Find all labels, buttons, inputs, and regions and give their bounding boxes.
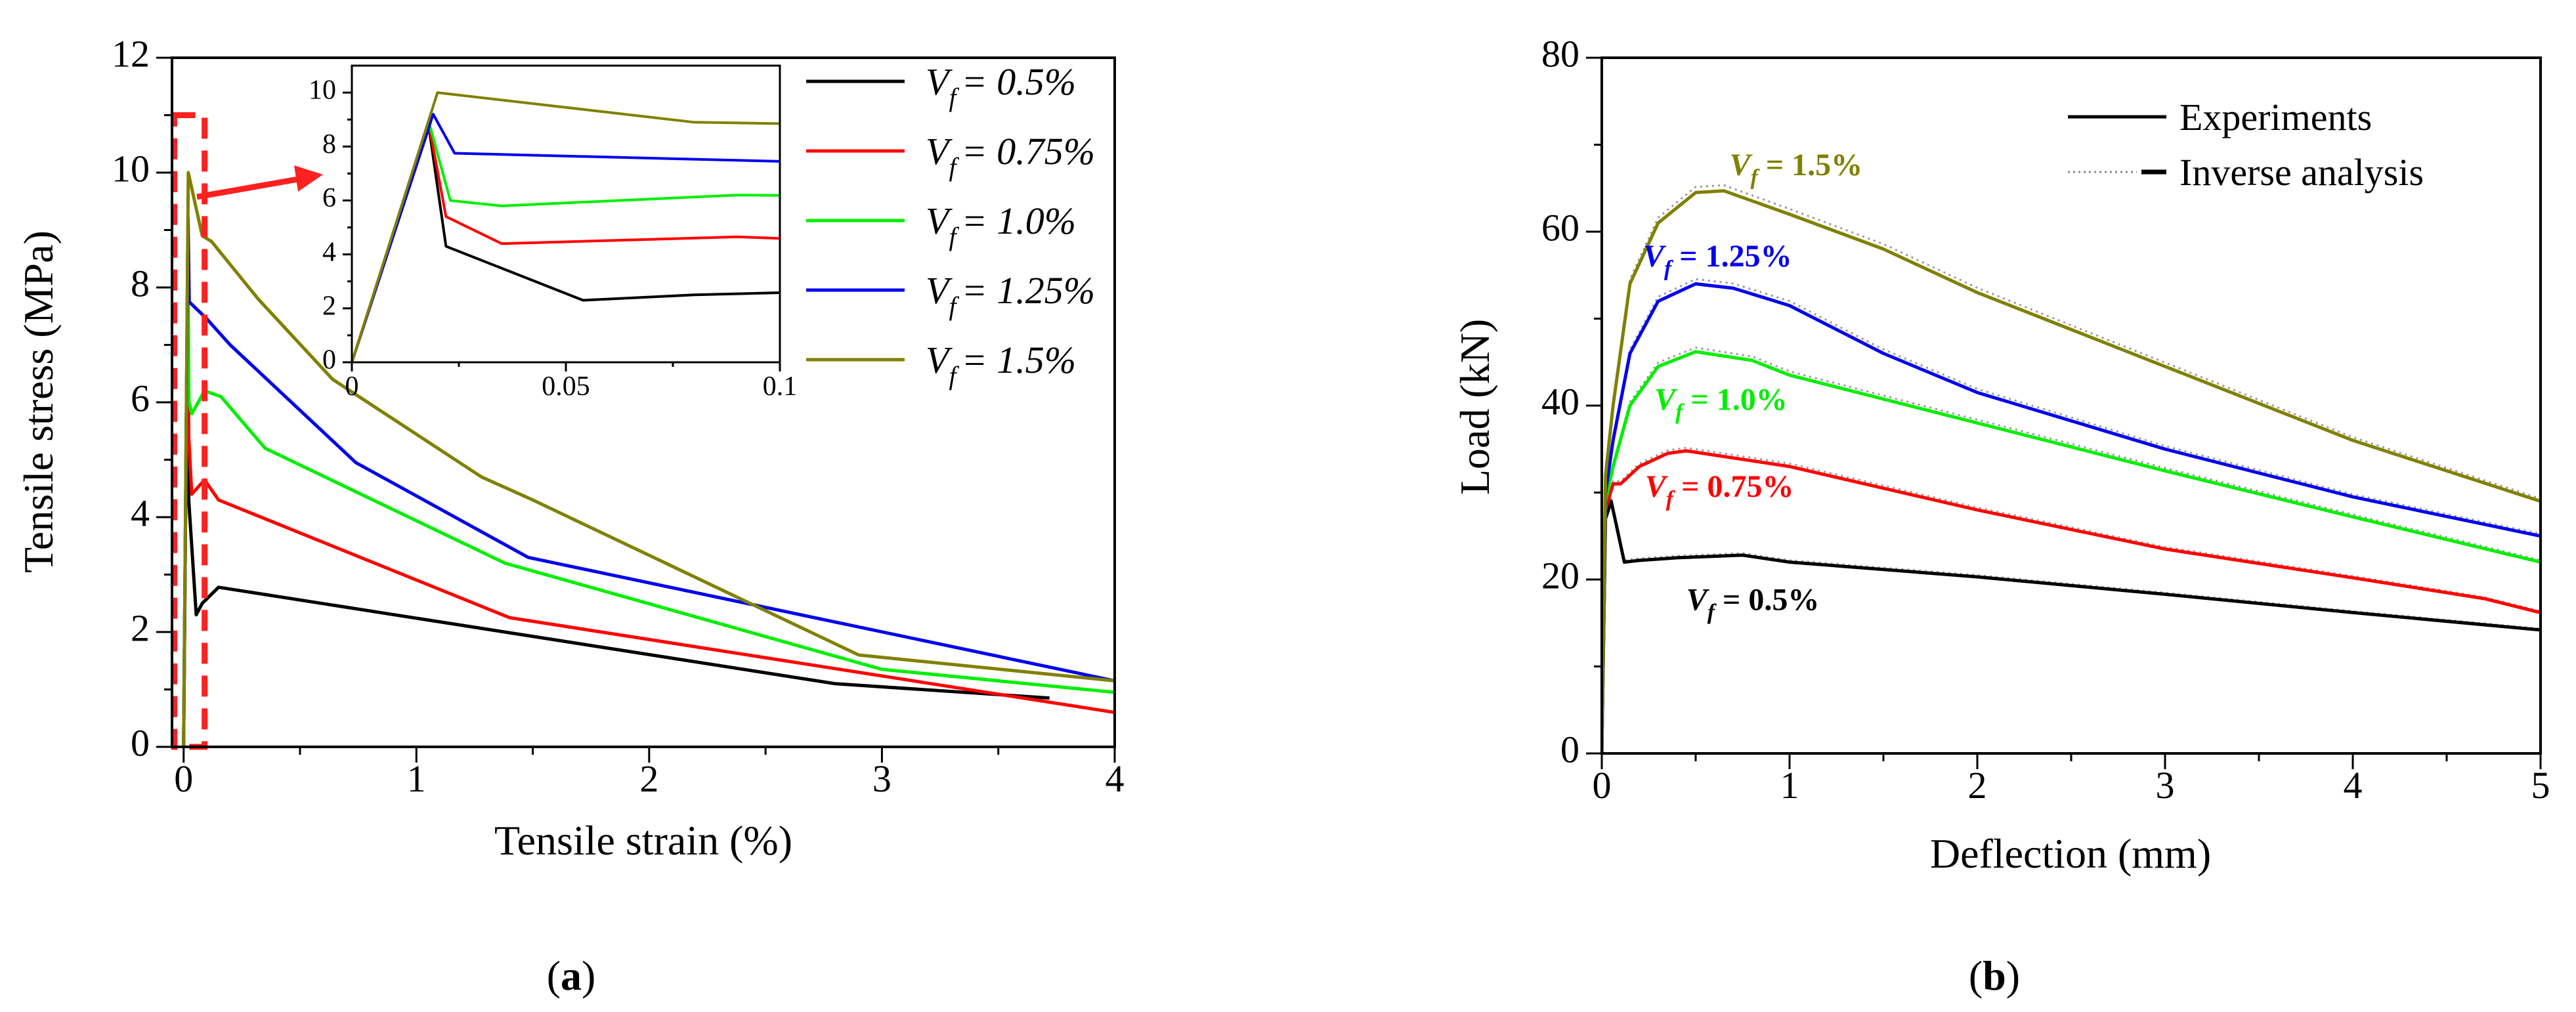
panel-b-experiment-line-1 (1602, 449, 2541, 753)
panel-b-inverse-line-1 (1602, 446, 2541, 753)
x-tick-label: 0 (174, 757, 193, 800)
x-tick-label: 2 (1968, 764, 1987, 807)
panel-a-x-ticks: 0 1 2 3 4 (174, 747, 1125, 800)
y-tick-label: 12 (112, 32, 150, 75)
y-tick-label: 0 (322, 345, 336, 375)
x-tick-label: 0 (345, 371, 359, 402)
y-tick-label: 20 (1541, 554, 1579, 597)
panel-b-inverse-line-4 (1602, 184, 2541, 753)
panel-a-y-axis-label: Tensile stress (MPa) (15, 230, 62, 573)
x-tick-label: 1 (407, 757, 426, 800)
y-tick-label: 8 (322, 129, 336, 159)
legend-label-0: Vf = 0.5% (926, 60, 1076, 112)
x-tick-label: 0.1 (763, 371, 798, 402)
x-tick-label: 5 (2531, 764, 2550, 807)
y-tick-label: 40 (1541, 380, 1579, 423)
panel-b-legend: Experiments Inverse analysis (2068, 96, 2424, 194)
panel-b-plot-area (1602, 184, 2541, 753)
panel-a-label: (a) (547, 952, 596, 999)
panel-a-plot-area (182, 171, 1115, 747)
legend-label-2: Vf = 1.0% (926, 200, 1076, 251)
x-tick-label: 3 (2156, 764, 2175, 807)
curve-annotation-2: Vf = 1.0% (1654, 383, 1788, 425)
curve-annotation-0: Vf = 0.5% (1686, 582, 1820, 624)
panel-b-inverse-line-3 (1602, 278, 2541, 753)
panel-b-x-ticks: 0 1 2 3 4 5 (1593, 753, 2550, 807)
panel-b-inverse-line-0 (1602, 497, 2541, 753)
panel-b-experiment-line-2 (1602, 350, 2541, 753)
y-tick-label: 10 (112, 147, 150, 190)
x-tick-label: 4 (1106, 757, 1125, 800)
x-tick-label: 4 (2344, 764, 2363, 807)
panel-b-letter: b (1983, 952, 2006, 999)
y-tick-label: 8 (131, 262, 150, 305)
panel-b-chart: 0 1 2 3 4 5 0 20 40 60 80 Deflection (mm) Load (k… (1451, 32, 2550, 999)
panel-b-experiment-line-0 (1602, 499, 2541, 753)
curve-annotation-4: Vf = 1.5% (1729, 148, 1862, 190)
y-tick-label: 60 (1541, 206, 1579, 249)
y-tick-label: 80 (1541, 32, 1579, 75)
panel-b-experiment-line-3 (1602, 282, 2541, 753)
panel-a-x-axis-label: Tensile strain (%) (494, 817, 792, 864)
panel-b-experiment-line-4 (1602, 189, 2541, 753)
legend-experiments-label: Experiments (2179, 96, 2372, 138)
x-tick-label: 0.05 (542, 371, 590, 402)
panel-b-x-axis-label: Deflection (mm) (1930, 830, 2211, 877)
x-tick-label: 1 (1780, 764, 1799, 807)
y-tick-label: 0 (1560, 728, 1579, 770)
legend-label-4: Vf = 1.5% (926, 339, 1076, 390)
y-tick-label: 2 (322, 291, 336, 321)
panel-b-label: (b) (1969, 952, 2020, 999)
curve-annotation-3: Vf = 1.25% (1643, 239, 1792, 281)
y-tick-label: 4 (322, 237, 336, 267)
legend-label-1: Vf = 0.75% (926, 130, 1095, 182)
panel-b-curve-annotations: Vf = 0.5% Vf = 0.75% Vf = 1.0% Vf = 1.25% Vf… (1643, 148, 1862, 625)
panel-a-y-ticks: 0 2 4 6 8 10 12 (112, 32, 172, 764)
inset-x-ticks: 0 0.05 0.1 (345, 362, 798, 402)
inset-series-line-3 (352, 113, 780, 362)
legend-label-3: Vf = 1.25% (926, 269, 1095, 321)
x-tick-label: 3 (872, 757, 891, 800)
panel-a-series-line-4 (182, 171, 1115, 747)
y-tick-label: 2 (131, 606, 150, 649)
x-tick-label: 2 (639, 757, 658, 800)
inset-series-line-4 (352, 91, 780, 362)
panel-a-inset-chart: 0 0.05 0.1 0 2 4 6 8 10 (309, 64, 798, 402)
x-tick-label: 0 (1593, 764, 1612, 807)
inset-plot-area (352, 91, 780, 362)
panel-a-legend: Vf = 0.5% Vf = 0.75% Vf = 1.0% Vf = 1.25% Vf = 1.… (806, 60, 1095, 390)
y-tick-label: 4 (131, 492, 150, 534)
y-tick-label: 6 (322, 183, 336, 213)
y-tick-label: 10 (309, 75, 336, 106)
panel-b-y-ticks: 0 20 40 60 80 (1541, 32, 1602, 770)
zoom-arrow (196, 165, 323, 200)
inset-y-ticks: 0 2 4 6 8 10 (309, 75, 352, 375)
y-tick-label: 6 (131, 377, 150, 419)
curve-annotation-1: Vf = 0.75% (1645, 469, 1794, 511)
panel-a-letter: a (561, 952, 582, 999)
panel-b-y-axis-label: Load (kN) (1451, 319, 1498, 495)
y-tick-label: 0 (131, 721, 150, 764)
legend-inverse-label: Inverse analysis (2179, 151, 2424, 194)
